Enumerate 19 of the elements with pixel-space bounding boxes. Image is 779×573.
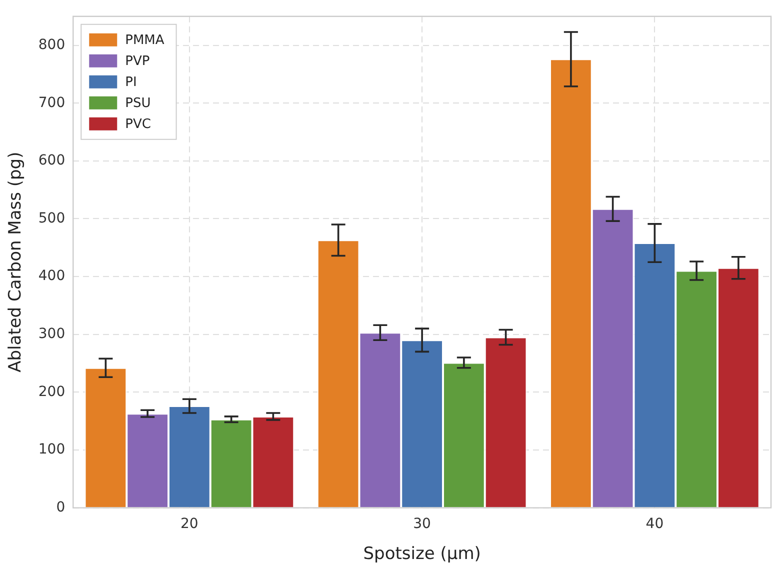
y-tick-label: 100 bbox=[38, 442, 66, 458]
legend-label: PVP bbox=[125, 54, 150, 69]
y-tick-label: 500 bbox=[38, 210, 66, 226]
y-tick-label: 0 bbox=[56, 499, 66, 516]
legend-label: PSU bbox=[125, 96, 151, 111]
legend-label: PMMA bbox=[125, 32, 164, 48]
y-axis-title: Ablated Carbon Mass (pg) bbox=[6, 152, 26, 372]
y-tick-label: 600 bbox=[38, 152, 66, 169]
y-tick-label: 800 bbox=[38, 36, 66, 53]
legend-label: PI bbox=[125, 74, 137, 90]
x-tick-label: 20 bbox=[180, 516, 198, 532]
y-tick-label: 700 bbox=[38, 94, 66, 111]
legend-label: PVC bbox=[125, 116, 151, 132]
y-tick-label: 200 bbox=[38, 384, 66, 400]
y-tick-label: 300 bbox=[38, 326, 66, 342]
x-tick-label: 40 bbox=[646, 516, 664, 532]
x-tick-label: 30 bbox=[413, 516, 431, 532]
y-tick-label: 400 bbox=[38, 268, 66, 284]
x-axis-title: Spotsize (μm) bbox=[363, 544, 481, 564]
